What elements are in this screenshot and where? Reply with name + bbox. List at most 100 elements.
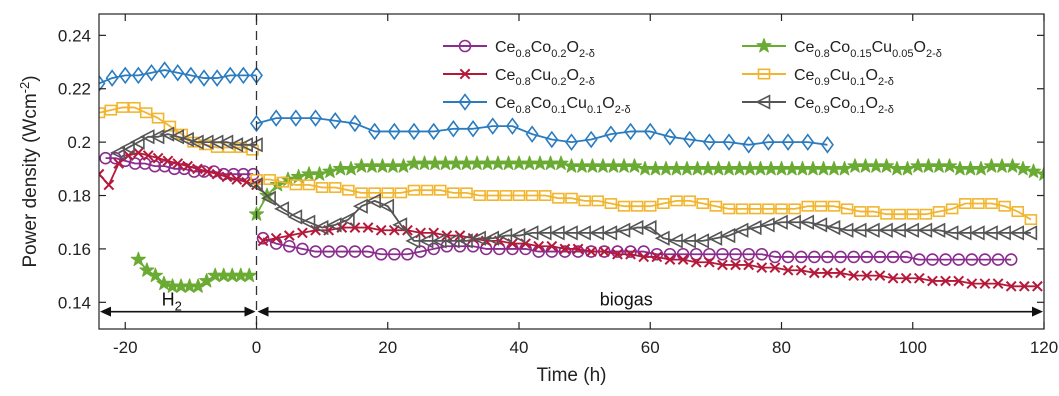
data-point-ce08co02 — [348, 245, 362, 258]
y-tick-label: 0.18 — [58, 187, 91, 206]
data-point-ce08co02 — [794, 250, 808, 264]
data-point-ce09co01 — [352, 198, 368, 214]
data-point-ce08co01cu01 — [663, 128, 677, 146]
data-point-ce08cu02 — [756, 262, 768, 273]
data-point-ce09co01 — [139, 129, 155, 145]
data-point-ce08cu02 — [211, 168, 223, 180]
legend-marker-ce09co01 — [755, 94, 771, 110]
data-point-ce09co01 — [720, 227, 736, 244]
data-point-ce09cu01 — [657, 198, 670, 210]
data-point-ce08co01cu01 — [328, 112, 342, 130]
legend-label-part: 0.8 — [515, 76, 530, 88]
x-tick-label: 80 — [772, 338, 791, 357]
data-point-ce08co02 — [703, 247, 716, 261]
data-point-ce08co015cu005 — [130, 251, 146, 267]
data-point-ce09co01 — [654, 230, 670, 246]
data-point-ce08co01cu01 — [171, 63, 185, 82]
data-point-ce09cu01 — [814, 200, 828, 212]
data-point-ce08co02 — [939, 253, 952, 266]
data-point-ce08cu02 — [887, 272, 899, 284]
data-point-ce09cu01 — [263, 174, 276, 185]
data-point-ce09co01 — [339, 211, 355, 228]
data-point-ce08co02 — [283, 239, 296, 253]
data-point-ce08cu02 — [927, 275, 938, 287]
data-point-ce09cu01 — [447, 187, 460, 199]
data-point-ce09co01 — [129, 134, 145, 150]
data-point-ce09co01 — [198, 134, 214, 150]
legend-item-ce08co02: Ce0.8Co0.2O2-δ — [443, 39, 595, 60]
data-point-ce08co015cu005 — [1047, 167, 1059, 180]
data-point-ce08cu02 — [979, 278, 991, 290]
legend-label-part: 2-δ — [878, 76, 894, 88]
data-point-ce08co02 — [99, 151, 112, 165]
x-axis-label: Time (h) — [536, 365, 606, 386]
data-point-ce08cu02 — [152, 152, 164, 164]
data-point-ce09cu01 — [99, 107, 106, 119]
data-point-ce08cu02 — [221, 171, 233, 183]
data-point-ce08cu02 — [638, 251, 650, 263]
h2-label: H2 — [162, 290, 182, 314]
legend-label-part: 0.8 — [515, 48, 530, 60]
series-layer — [99, 61, 1059, 293]
data-point-ce09cu01 — [394, 187, 408, 199]
data-point-ce08co015cu005 — [395, 158, 412, 173]
data-point-ce09cu01 — [342, 184, 355, 196]
data-point-ce08co02 — [322, 245, 335, 258]
data-point-ce09cu01 — [116, 101, 129, 113]
data-point-ce08cu02 — [900, 272, 912, 284]
data-point-ce08co01cu01 — [131, 66, 145, 85]
data-point-ce09cu01 — [151, 112, 165, 124]
y-tick-label: 0.16 — [58, 240, 91, 259]
data-point-ce08co02 — [873, 250, 887, 264]
legend-label-part: 0.8 — [814, 48, 829, 60]
data-point-ce08cu02 — [192, 163, 203, 175]
data-point-ce08co01cu01 — [801, 133, 815, 151]
data-point-ce08co01cu01 — [761, 133, 775, 151]
data-point-ce08co01cu01 — [702, 133, 716, 151]
data-point-ce08co02 — [466, 239, 480, 253]
biogas-label: biogas — [600, 290, 653, 310]
data-point-ce08cu02 — [730, 259, 741, 271]
y-axis-label-sup: -2 — [17, 82, 32, 94]
data-point-ce09co01 — [218, 134, 234, 150]
data-point-ce09cu01 — [104, 104, 118, 116]
data-point-ce08cu02 — [546, 240, 558, 252]
data-point-ce09co01 — [208, 134, 224, 150]
data-point-ce08co02 — [374, 247, 388, 261]
data-point-ce08co01cu01 — [348, 114, 362, 133]
data-point-ce08co02 — [978, 253, 992, 266]
data-point-ce09co01 — [365, 193, 381, 209]
data-point-ce08cu02 — [822, 267, 833, 279]
legend-label-part: 0.05 — [892, 48, 913, 60]
data-point-ce08co015cu005 — [1025, 163, 1042, 179]
legend-label-part: O — [914, 39, 926, 56]
data-point-ce08co02 — [781, 250, 795, 264]
data-point-ce09cu01 — [972, 198, 985, 210]
data-point-ce09cu01 — [407, 184, 421, 196]
data-point-ce08co02 — [991, 253, 1005, 266]
data-point-ce09co01 — [746, 219, 762, 236]
data-point-ce08cu02 — [743, 259, 755, 271]
legend-label-part: 2-δ — [926, 48, 942, 60]
data-point-ce08co02 — [624, 245, 637, 258]
data-point-ce09cu01 — [289, 179, 303, 191]
data-point-ce08cu02 — [677, 254, 689, 265]
series-line-ce08co01cu01-0 — [99, 69, 257, 85]
series-line-ce09co01-0 — [118, 133, 257, 154]
data-point-ce08co02 — [926, 253, 939, 266]
data-point-ce09cu01 — [552, 192, 565, 204]
data-point-ce08co01cu01 — [236, 66, 250, 85]
data-point-ce08co01cu01 — [99, 74, 106, 93]
legend-label-part: 0.1 — [850, 104, 865, 116]
data-point-ce08co015cu005 — [1015, 160, 1031, 176]
data-point-ce09cu01 — [1024, 214, 1038, 226]
data-point-ce09cu01 — [919, 208, 933, 220]
data-point-ce09cu01 — [696, 198, 710, 210]
data-point-ce08co02 — [689, 247, 703, 261]
data-point-ce09cu01 — [880, 208, 893, 220]
legend-item-ce08co015cu005: Ce0.8Co0.15Cu0.05O2-δ — [742, 38, 942, 60]
data-point-ce08cu02 — [585, 246, 597, 257]
data-point-ce08co015cu005 — [878, 158, 895, 173]
data-point-ce09cu01 — [565, 192, 578, 204]
data-point-ce08co02 — [128, 157, 142, 170]
